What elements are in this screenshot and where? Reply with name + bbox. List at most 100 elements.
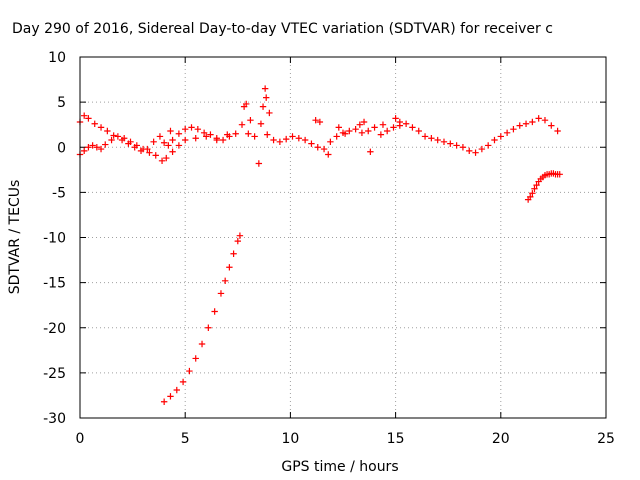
y-tick-label: -5 <box>52 185 66 201</box>
data-point <box>211 308 218 315</box>
data-point <box>533 181 540 189</box>
y-axis-label: SDTVAR / TECUs <box>7 180 23 295</box>
data-point <box>104 127 111 135</box>
data-point <box>255 160 263 167</box>
data-point <box>529 190 536 197</box>
data-point <box>341 130 349 137</box>
data-point <box>325 151 332 158</box>
data-point <box>371 124 378 131</box>
data-point <box>160 139 168 146</box>
y-tick-label: 0 <box>57 140 66 156</box>
data-point <box>402 120 410 127</box>
data-point <box>245 130 252 137</box>
data-point <box>529 118 536 126</box>
data-point <box>367 148 374 155</box>
data-point <box>167 127 174 135</box>
y-tick-label: -10 <box>43 231 66 247</box>
data-point <box>276 138 284 146</box>
data-point <box>527 193 534 201</box>
axis-ticks <box>79 56 607 419</box>
data-point <box>314 144 321 151</box>
data-point <box>238 121 246 128</box>
data-point <box>497 133 504 140</box>
data-point <box>516 122 523 129</box>
y-tick-label: -25 <box>43 366 66 382</box>
data-point <box>257 120 265 127</box>
data-point <box>232 130 239 137</box>
data-point <box>192 135 199 142</box>
data-point <box>93 144 101 151</box>
data-point <box>169 148 176 155</box>
data-point <box>120 135 128 142</box>
data-point <box>409 124 416 131</box>
data-point <box>263 94 270 101</box>
data-point <box>169 136 176 144</box>
data-point <box>295 135 303 142</box>
data-point <box>466 147 473 155</box>
data-point <box>247 116 254 124</box>
data-point <box>133 142 141 149</box>
data-point <box>175 130 183 137</box>
data-point <box>333 133 340 140</box>
data-point <box>335 124 342 131</box>
data-point <box>478 145 486 153</box>
data-point <box>421 133 429 140</box>
data-point <box>491 136 498 144</box>
data-point <box>167 393 174 400</box>
data-point <box>198 340 206 348</box>
data-point <box>179 378 187 386</box>
data-point <box>390 124 397 131</box>
data-point <box>160 398 168 405</box>
data-point <box>156 133 164 140</box>
data-point <box>503 129 511 137</box>
data-point <box>522 120 530 127</box>
data-point <box>186 367 193 375</box>
y-tick-label: -30 <box>43 411 66 427</box>
data-point <box>146 149 153 156</box>
data-point <box>97 124 105 131</box>
x-tick-label: 5 <box>181 431 190 447</box>
data-point <box>226 264 233 271</box>
data-point <box>535 115 542 122</box>
x-tick-label: 0 <box>76 431 85 447</box>
data-point <box>289 133 296 140</box>
data-point <box>556 171 563 178</box>
data-point <box>85 115 92 122</box>
data-point <box>301 136 309 144</box>
y-tick-label: -15 <box>43 276 66 292</box>
data-point <box>346 127 353 135</box>
data-point <box>150 138 157 146</box>
x-axis-label: GPS time / hours <box>281 459 398 475</box>
data-point <box>234 237 241 245</box>
data-point <box>108 136 115 144</box>
data-point <box>264 131 271 138</box>
data-point <box>415 127 422 135</box>
data-point <box>236 232 244 239</box>
data-point <box>365 127 372 135</box>
data-point <box>81 112 88 119</box>
x-tick-label: 25 <box>597 431 615 447</box>
data-point <box>541 116 549 124</box>
chart-title: Day 290 of 2016, Sidereal Day-to-day VTE… <box>12 21 553 37</box>
data-point <box>213 136 220 144</box>
plot-frame <box>79 56 607 419</box>
data-point <box>221 277 229 285</box>
data-point <box>396 118 404 126</box>
data-point <box>81 147 88 155</box>
series-late-segment <box>524 170 563 203</box>
data-point <box>91 120 98 127</box>
data-point <box>459 144 467 151</box>
data-point <box>173 386 180 394</box>
data-point <box>217 290 225 297</box>
data-point <box>175 142 183 149</box>
data-point <box>205 324 212 331</box>
data-point <box>182 136 189 144</box>
data-point <box>165 142 172 149</box>
data-point <box>531 185 538 192</box>
y-tick-label: -20 <box>43 321 66 337</box>
data-point <box>158 157 166 164</box>
series-spikes <box>167 85 404 167</box>
data-point <box>377 131 385 138</box>
data-point <box>352 126 359 133</box>
data-point <box>261 85 269 92</box>
